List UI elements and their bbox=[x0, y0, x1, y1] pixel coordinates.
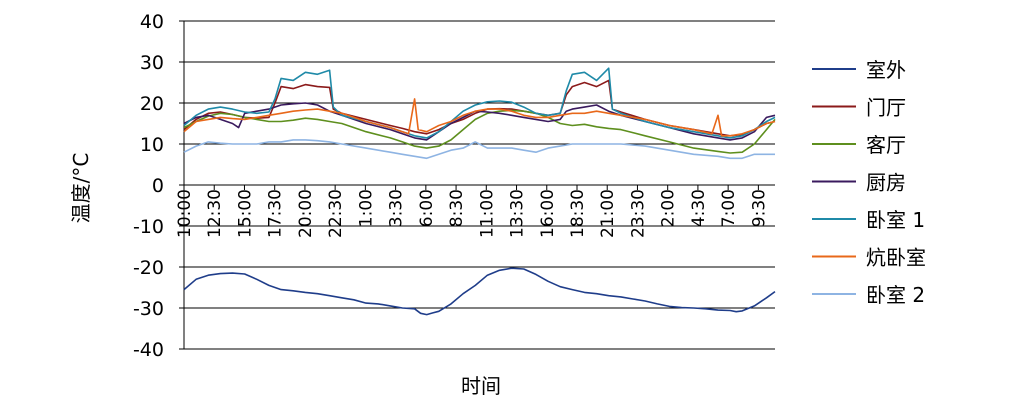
series-line-3 bbox=[183, 109, 776, 154]
y-tick-label: 10 bbox=[140, 134, 164, 156]
legend-label: 室外 bbox=[866, 58, 906, 82]
legend-label: 卧室 1 bbox=[866, 208, 925, 232]
series-lines bbox=[183, 67, 776, 316]
y-tick-label: -10 bbox=[133, 216, 164, 238]
legend-label: 客厅 bbox=[866, 133, 906, 157]
x-tick-label: 18:30 bbox=[568, 189, 588, 238]
y-axis-title: 温度/°C bbox=[69, 153, 93, 224]
x-tick-label: 8:30 bbox=[447, 189, 467, 227]
x-tick-labels: 10:00 12:30 15:00 17:30 20:00 22:30 1:00 3:30 6:… bbox=[175, 184, 775, 238]
y-tick-label: 20 bbox=[140, 93, 164, 115]
x-tick-label: 10:00 bbox=[175, 189, 195, 238]
y-tick-label: 0 bbox=[152, 175, 164, 197]
gridlines bbox=[184, 20, 775, 309]
x-tick-label: 11:00 bbox=[477, 189, 497, 238]
x-tick-label: 21:00 bbox=[598, 189, 618, 238]
x-tick-label: 4:30 bbox=[689, 189, 709, 227]
x-tick-label: 6:00 bbox=[417, 189, 437, 227]
x-tick-label: 9:30 bbox=[749, 189, 769, 227]
y-tick-label: -30 bbox=[133, 298, 164, 320]
series-line-1 bbox=[183, 267, 776, 316]
series-line-7 bbox=[183, 139, 775, 160]
x-tick-label: 15:00 bbox=[235, 189, 255, 238]
series-line-6 bbox=[183, 98, 776, 137]
x-tick-label: 23:30 bbox=[628, 189, 648, 238]
x-tick-label: 13:30 bbox=[508, 189, 528, 238]
x-tick-label: 3:30 bbox=[387, 189, 407, 227]
y-tick-label: 30 bbox=[140, 52, 164, 74]
x-tick-label: 17:30 bbox=[266, 189, 286, 238]
x-tick-label: 2:00 bbox=[659, 189, 679, 227]
y-tick-label: -40 bbox=[133, 339, 164, 361]
x-tick-label: 20:00 bbox=[296, 189, 316, 238]
legend-label: 门厅 bbox=[866, 96, 906, 120]
y-tick-label: -20 bbox=[133, 257, 164, 279]
y-tick-label: 40 bbox=[140, 11, 164, 33]
x-tick-label: 16:00 bbox=[538, 189, 558, 238]
legend-label: 炕卧室 bbox=[866, 246, 926, 270]
legend-label: 卧室 2 bbox=[866, 283, 925, 307]
y-tick-labels: 40 30 20 10 0 -10 -20 -30 -40 bbox=[133, 11, 184, 361]
series-line-5 bbox=[183, 67, 776, 139]
x-tick-label: 12:30 bbox=[205, 189, 225, 238]
x-tick-label: 22:30 bbox=[326, 189, 346, 238]
x-axis-title: 时间 bbox=[461, 374, 501, 398]
x-tick-label: 7:00 bbox=[719, 189, 739, 227]
x-tick-label: 1:00 bbox=[356, 189, 376, 227]
legend-label: 厨房 bbox=[866, 171, 906, 195]
